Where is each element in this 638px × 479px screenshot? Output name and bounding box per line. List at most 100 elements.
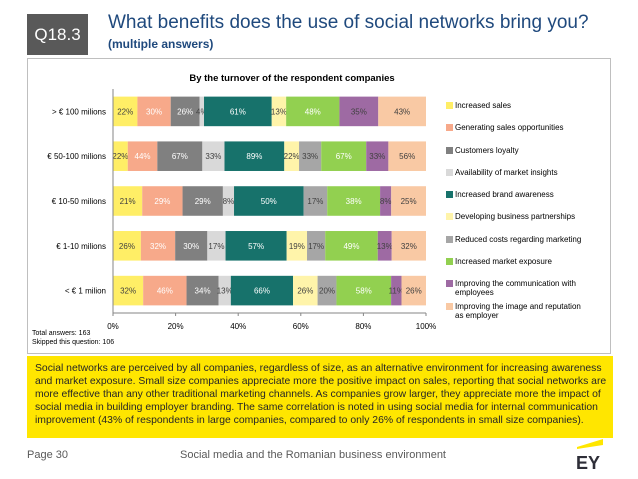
legend-label: Improving the image and reputation as em… bbox=[455, 302, 581, 320]
legend-swatch bbox=[446, 124, 453, 131]
category-label: € 10-50 milions bbox=[52, 197, 106, 206]
data-label: 8% bbox=[380, 197, 392, 206]
bar-segment bbox=[137, 96, 171, 127]
bar-segment bbox=[222, 186, 235, 216]
legend-swatch bbox=[446, 147, 453, 154]
data-label: 66% bbox=[254, 287, 270, 296]
legend-label: Customers loyalty bbox=[455, 146, 519, 155]
data-label: 22% bbox=[112, 152, 128, 161]
bar-segment bbox=[327, 186, 381, 216]
data-label: 25% bbox=[401, 197, 417, 206]
data-label: 26% bbox=[177, 107, 193, 116]
bar-segment bbox=[230, 275, 294, 306]
data-label: 67% bbox=[172, 152, 188, 161]
bar-segment bbox=[143, 275, 187, 306]
bar-segment bbox=[234, 186, 304, 216]
bar-segment bbox=[286, 96, 340, 127]
data-label: 67% bbox=[336, 152, 352, 161]
legend-swatch bbox=[446, 258, 453, 265]
bars-layer: 22% 30% 26% 4% 61% 13% 48% 35% 43%22% 44% 67% 33% 89… bbox=[112, 96, 426, 306]
data-label: 13% bbox=[377, 242, 393, 251]
legend-label: Increased market exposure bbox=[455, 257, 552, 266]
page-title: What benefits does the use of social net… bbox=[108, 12, 589, 33]
bar-segment bbox=[321, 141, 367, 171]
data-label: 4% bbox=[196, 107, 208, 116]
data-label: 46% bbox=[157, 287, 173, 296]
bar-segment bbox=[113, 186, 143, 216]
bar-segment bbox=[142, 186, 183, 216]
data-label: 22% bbox=[284, 152, 300, 161]
data-label: 49% bbox=[343, 242, 359, 251]
data-label: 57% bbox=[248, 242, 264, 251]
data-label: 26% bbox=[406, 287, 422, 296]
page-subtitle: (multiple answers) bbox=[108, 37, 214, 51]
bar-segment bbox=[127, 141, 158, 171]
footer-text: Social media and the Romanian business e… bbox=[180, 449, 446, 461]
data-label: 26% bbox=[119, 242, 135, 251]
bar-segment bbox=[391, 231, 426, 261]
x-tick-label: 20% bbox=[168, 322, 184, 331]
bar-segment bbox=[204, 96, 272, 127]
ey-logo-beam bbox=[577, 439, 603, 449]
bar-segment bbox=[284, 141, 300, 171]
bar-segment bbox=[199, 96, 205, 127]
legend-label: Reduced costs regarding marketing bbox=[455, 235, 582, 244]
bar-segment bbox=[113, 231, 141, 261]
chart: By the turnover of the respondent compan… bbox=[47, 73, 436, 331]
data-label: 26% bbox=[297, 287, 313, 296]
data-label: 29% bbox=[195, 197, 211, 206]
summary-box: Social networks are perceived by all com… bbox=[27, 356, 613, 438]
axis-layer: > € 100 milions € 50-100 milions € 10-50 m… bbox=[47, 89, 436, 331]
bar-segment bbox=[175, 231, 208, 261]
data-label: 48% bbox=[305, 107, 321, 116]
category-label: € 50-100 milions bbox=[47, 152, 106, 161]
legend-label: Improving the communication with employe… bbox=[455, 279, 576, 297]
data-label: 50% bbox=[261, 197, 277, 206]
bar-segment bbox=[325, 231, 378, 261]
data-label: 13% bbox=[271, 107, 287, 116]
category-label: € 1-10 milions bbox=[56, 242, 106, 251]
total-answers-note: Total answers: 163 bbox=[32, 330, 91, 337]
bar-segment bbox=[401, 275, 426, 306]
data-label: 20% bbox=[319, 287, 335, 296]
bar-segment bbox=[140, 231, 176, 261]
data-label: 22% bbox=[117, 107, 133, 116]
question-badge: Q18.3 bbox=[27, 14, 88, 55]
bar-segment bbox=[225, 231, 287, 261]
data-label: 19% bbox=[289, 242, 305, 251]
bar-segment bbox=[113, 96, 138, 127]
x-tick-label: 100% bbox=[416, 322, 436, 331]
category-label: < € 1 milion bbox=[65, 287, 106, 296]
legend-label: Developing business partnerships bbox=[455, 212, 576, 221]
legend-swatch bbox=[446, 236, 453, 243]
data-label: 56% bbox=[399, 152, 415, 161]
data-label: 35% bbox=[351, 107, 367, 116]
skipped-note: Skipped this question: 106 bbox=[32, 339, 115, 346]
legend-swatch bbox=[446, 191, 453, 198]
bar-segment bbox=[186, 275, 219, 306]
data-label: 13% bbox=[217, 287, 233, 296]
bar-segment bbox=[339, 96, 379, 127]
category-label: > € 100 milions bbox=[52, 107, 106, 116]
ey-logo-text: EY bbox=[576, 453, 600, 471]
bar-segment bbox=[317, 275, 337, 306]
data-label: 43% bbox=[394, 107, 410, 116]
chart-title: By the turnover of the respondent compan… bbox=[189, 73, 394, 84]
bar-segment bbox=[307, 231, 326, 261]
bar-segment bbox=[207, 231, 226, 261]
data-label: 61% bbox=[230, 107, 246, 116]
x-tick-label: 40% bbox=[230, 322, 246, 331]
bar-segment bbox=[303, 186, 328, 216]
bar-segment bbox=[113, 275, 144, 306]
bar-segment bbox=[366, 141, 389, 171]
legend-swatch bbox=[446, 213, 453, 220]
data-label: 11% bbox=[389, 287, 404, 296]
bar-segment bbox=[391, 186, 426, 216]
footer-page-number: Page 30 bbox=[27, 449, 68, 461]
data-label: 30% bbox=[146, 107, 162, 116]
chart-frame: By the turnover of the respondent compan… bbox=[27, 58, 611, 354]
data-label: 44% bbox=[135, 152, 151, 161]
x-tick-label: 80% bbox=[355, 322, 371, 331]
data-label: 17% bbox=[307, 197, 323, 206]
